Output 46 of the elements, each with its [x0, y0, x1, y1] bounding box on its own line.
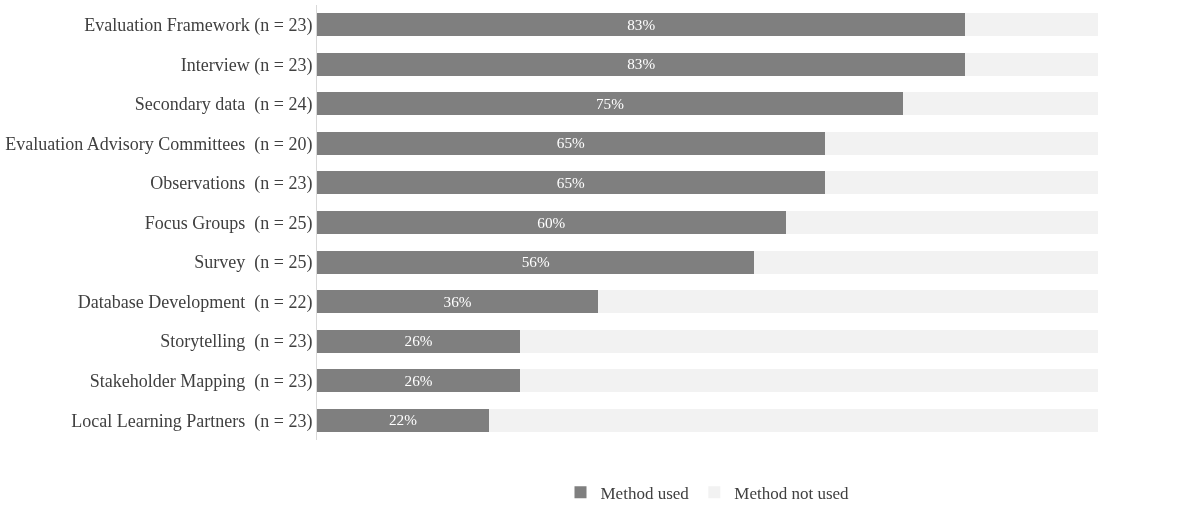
data-label: 83%: [627, 15, 656, 33]
bar: [598, 290, 1098, 314]
data-label: 75%: [595, 94, 625, 112]
y-tick-label: Evaluation Framework (n = 23): [84, 15, 313, 37]
y-tick-label: Focus Groups (n = 25): [144, 212, 313, 234]
bar: [488, 408, 1098, 432]
bar: [520, 369, 1098, 393]
y-tick-label: Survey (n = 25): [194, 252, 313, 274]
y-tick-label: Stakeholder Mapping (n = 23): [89, 370, 313, 392]
y-tick-label: Database Development (n = 22): [77, 291, 313, 313]
bar: [824, 131, 1098, 155]
y-tick-label: Observations (n = 23): [150, 173, 313, 195]
legend-label: Method used: [600, 483, 690, 503]
legend-label: Method not used: [734, 483, 850, 503]
bar: [965, 52, 1098, 76]
data-label: 56%: [521, 253, 550, 271]
data-label: 65%: [556, 174, 586, 192]
data-label: 65%: [556, 134, 586, 152]
y-tick-label: Interview (n = 23): [180, 54, 313, 76]
bar: [965, 13, 1098, 37]
bar: [317, 329, 521, 353]
bar: [902, 92, 1098, 116]
y-tick-label: Evaluation Advisory Committees (n = 20): [5, 133, 313, 155]
bar: [824, 171, 1098, 195]
bar: [317, 290, 599, 314]
bar: [754, 250, 1098, 274]
data-label: 26%: [404, 371, 433, 389]
bar: [317, 131, 825, 155]
y-tick-label: Storytelling (n = 23): [160, 331, 313, 353]
bar: [317, 211, 786, 234]
data-label: 26%: [404, 332, 433, 350]
bar: [317, 52, 966, 76]
bar: [317, 171, 825, 195]
bar: [785, 211, 1098, 234]
data-label: 60%: [537, 213, 566, 231]
bar: [317, 13, 966, 37]
data-label: 22%: [388, 411, 418, 429]
bar: [317, 369, 521, 393]
y-tick-label: Secondary data (n = 24): [134, 94, 313, 116]
bar: [317, 250, 755, 274]
bar: [317, 408, 489, 432]
y-tick-label: Local Learning Partners (n = 23): [71, 410, 313, 432]
bar: [520, 329, 1098, 353]
bar: [317, 92, 903, 116]
data-label: 36%: [443, 292, 472, 310]
data-label: 83%: [627, 55, 656, 73]
